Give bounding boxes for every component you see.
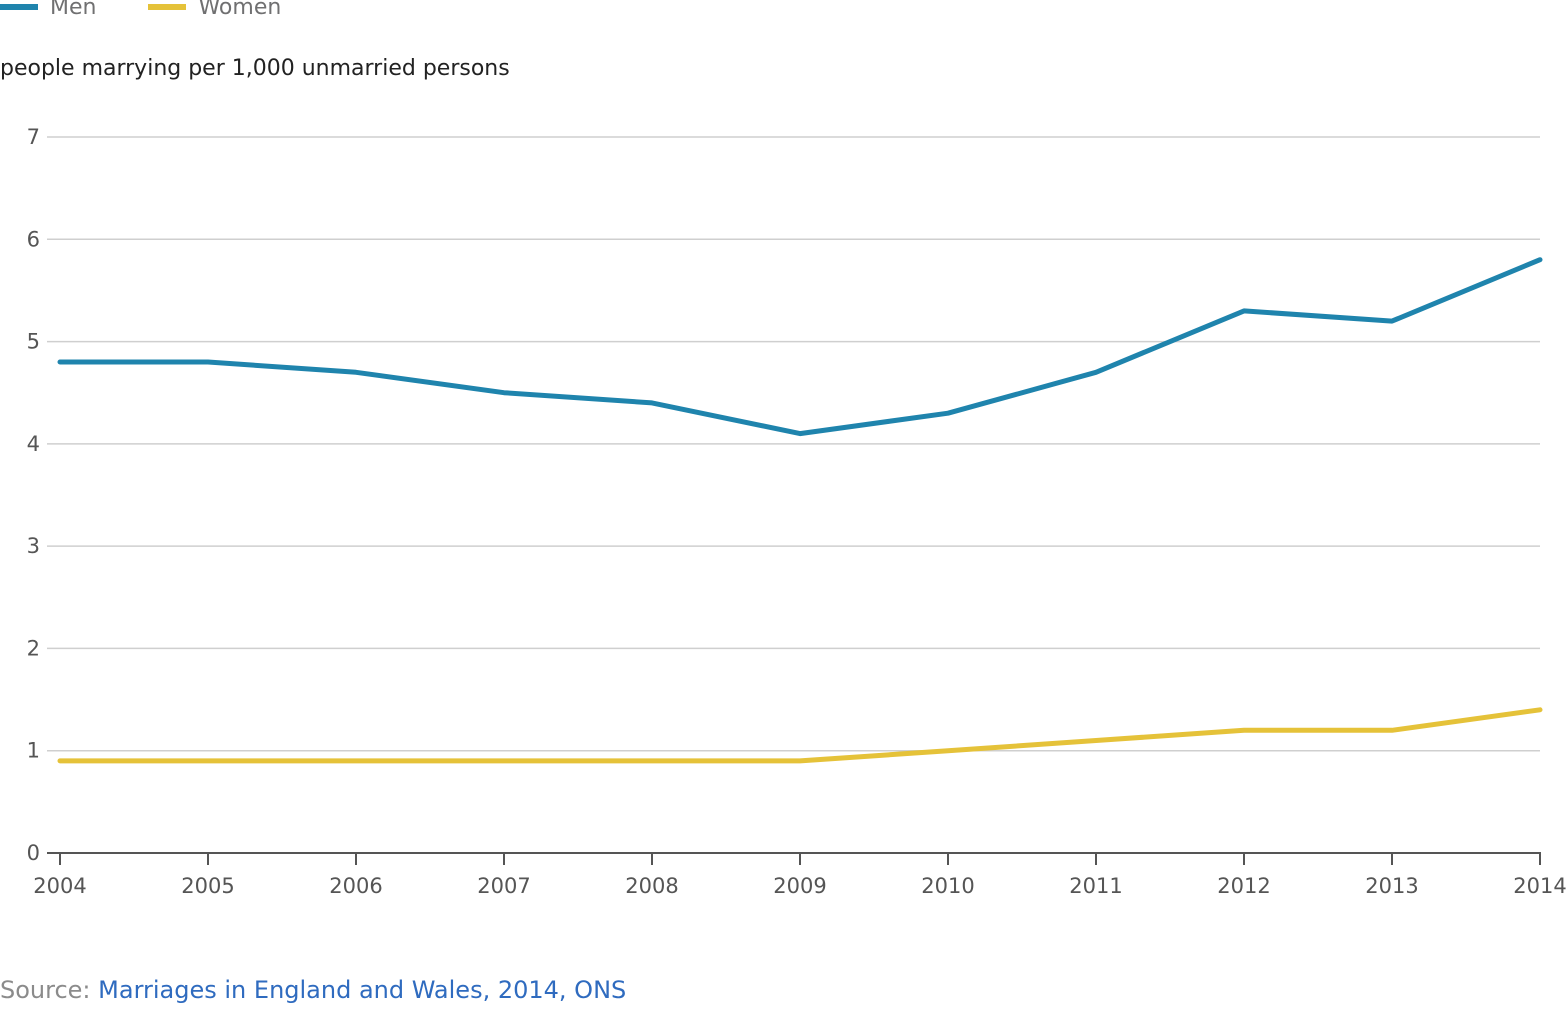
x-tick-label-2012: 2012 — [1217, 874, 1270, 898]
x-tick-label-2004: 2004 — [33, 874, 86, 898]
x-tick-label-2005: 2005 — [181, 874, 234, 898]
legend-label-men: Men — [50, 0, 97, 20]
y-axis-unit-label: people marrying per 1,000 unmarried pers… — [0, 56, 510, 81]
y-tick-label-3: 3 — [27, 534, 40, 558]
x-tick-label-2007: 2007 — [477, 874, 530, 898]
line-chart: 0 1 2 3 4 5 6 7 2004 2005 2006 2007 2008 2009 2010 2011… — [27, 125, 1567, 898]
legend: Men Women — [0, 0, 333, 22]
x-tick-label-2006: 2006 — [329, 874, 382, 898]
y-tick-label-7: 7 — [27, 125, 40, 149]
x-tick-label-2013: 2013 — [1365, 874, 1418, 898]
x-tick-label-2014: 2014 — [1513, 874, 1566, 898]
x-tick-label-2011: 2011 — [1069, 874, 1122, 898]
x-tick-label-2010: 2010 — [921, 874, 974, 898]
y-tick-label-4: 4 — [27, 432, 40, 456]
y-tick-label-2: 2 — [27, 636, 40, 660]
series-line-women — [57, 707, 1543, 764]
legend-swatch-men — [0, 4, 38, 10]
source-prefix: Source: — [0, 976, 99, 1004]
legend-swatch-women — [148, 4, 187, 10]
x-tick-label-2009: 2009 — [773, 874, 826, 898]
y-tick-label-6: 6 — [27, 227, 40, 251]
source-note: Source: Marriages in England and Wales, … — [0, 976, 626, 1004]
legend-label-women: Women — [198, 0, 282, 20]
y-tick-label-0: 0 — [27, 841, 40, 865]
legend-item-women: Women — [148, 0, 281, 20]
legend-item-men: Men — [0, 0, 96, 20]
y-tick-label-1: 1 — [27, 739, 40, 763]
x-tick-label-2008: 2008 — [625, 874, 678, 898]
series-line-men — [57, 257, 1543, 437]
y-tick-label-5: 5 — [27, 330, 40, 354]
source-link[interactable]: Marriages in England and Wales, 2014, ON… — [98, 976, 627, 1004]
